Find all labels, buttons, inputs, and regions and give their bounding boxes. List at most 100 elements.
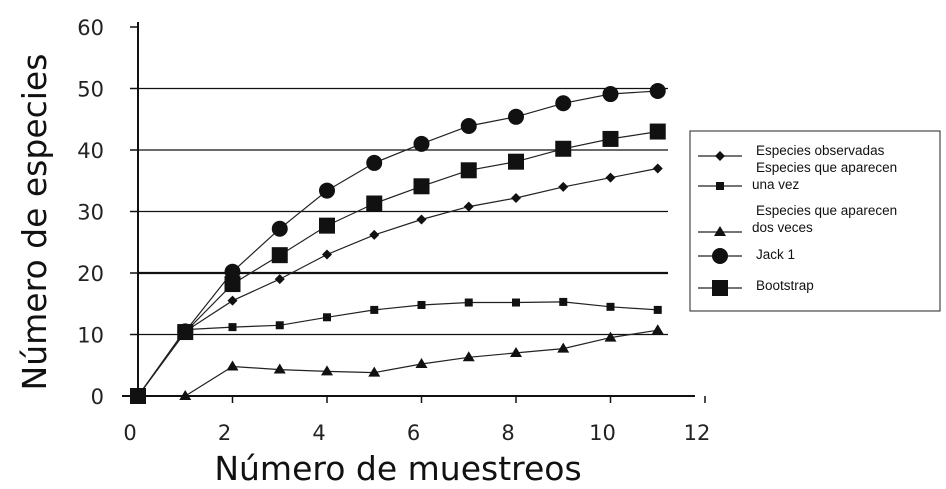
series-3 xyxy=(179,324,664,400)
data-point xyxy=(228,323,237,332)
series-line xyxy=(137,90,658,397)
legend-marker xyxy=(715,151,725,161)
data-point xyxy=(460,118,477,135)
data-point xyxy=(602,130,619,147)
data-point xyxy=(508,108,524,125)
data-point xyxy=(226,360,239,371)
legend-entry: Especies que aparecen una vez xyxy=(698,160,897,192)
data-point xyxy=(177,324,194,341)
data-point xyxy=(369,229,380,240)
data-point xyxy=(511,192,521,203)
data-point xyxy=(319,182,335,199)
data-point xyxy=(366,154,383,171)
data-point xyxy=(130,388,146,404)
series-layer xyxy=(130,82,666,404)
data-point xyxy=(323,313,331,322)
data-point xyxy=(368,366,381,377)
data-point xyxy=(604,331,617,342)
x-axis-title: Número de muestreos xyxy=(214,449,581,488)
series-4 xyxy=(130,82,666,404)
data-point xyxy=(602,86,619,103)
data-point xyxy=(605,172,616,183)
legend-marker xyxy=(712,248,728,264)
data-point xyxy=(512,298,520,307)
data-point xyxy=(462,351,475,362)
data-point xyxy=(271,247,288,264)
x-tick-label: 4 xyxy=(312,421,325,445)
y-tick-label: 10 xyxy=(77,324,104,348)
data-point xyxy=(508,153,524,170)
data-point xyxy=(275,321,284,330)
data-point xyxy=(224,276,241,293)
x-tick-label: 10 xyxy=(589,421,616,445)
data-point xyxy=(227,295,238,306)
legend-label: Especies que aparecen dos veces xyxy=(752,203,897,235)
data-point xyxy=(557,342,570,353)
data-point xyxy=(415,358,428,369)
series-line xyxy=(137,301,658,397)
gridlines xyxy=(138,87,668,336)
legend-label: Especies observadas xyxy=(756,143,885,158)
data-point xyxy=(322,249,332,260)
y-tick-label: 60 xyxy=(77,16,104,40)
data-point xyxy=(413,178,430,195)
series-line xyxy=(137,167,658,397)
y-tick-label: 30 xyxy=(77,201,104,225)
legend-label: Bootstrap xyxy=(756,278,814,293)
x-tick-label: 6 xyxy=(407,421,420,445)
y-tick-label: 20 xyxy=(77,262,104,286)
data-point xyxy=(319,217,335,234)
x-tick-label: 8 xyxy=(501,421,514,445)
legend-marker xyxy=(712,280,728,296)
data-point xyxy=(179,390,192,400)
legend-label: Jack 1 xyxy=(756,247,795,262)
legend-label: Especies que aparecen una vez xyxy=(752,160,897,192)
y-tick-label: 40 xyxy=(77,139,104,163)
data-point xyxy=(273,363,286,374)
y-tick-label: 50 xyxy=(77,78,104,102)
data-point xyxy=(366,195,383,212)
y-tick-label: 0 xyxy=(91,385,104,409)
data-point xyxy=(652,163,663,174)
legend-entry: Bootstrap xyxy=(698,278,814,296)
legend-box xyxy=(689,130,941,312)
y-axis-ticks: 0 10 20 30 40 50 60 xyxy=(77,16,138,409)
x-axis-ticks: 0 2 4 6 8 10 12 xyxy=(123,396,710,445)
data-point xyxy=(649,82,666,99)
legend: Especies observadas Especies que aparecen… xyxy=(689,130,941,312)
data-point xyxy=(463,201,474,212)
data-point xyxy=(651,324,664,335)
data-point xyxy=(321,365,333,376)
data-point xyxy=(224,263,241,280)
data-point xyxy=(413,135,430,152)
data-point xyxy=(555,95,572,112)
series-2 xyxy=(134,297,662,400)
legend-marker xyxy=(714,226,726,236)
data-point xyxy=(606,302,615,311)
data-point xyxy=(271,220,288,237)
legend-entry: Jack 1 xyxy=(698,247,795,264)
data-point xyxy=(555,140,572,157)
data-point xyxy=(649,123,666,140)
x-tick-label: 12 xyxy=(684,421,711,445)
series-1 xyxy=(133,163,663,401)
series-5 xyxy=(130,123,666,404)
x-tick-label: 2 xyxy=(218,421,231,445)
data-point xyxy=(464,298,473,307)
x-tick-label: 0 xyxy=(123,421,136,445)
data-point xyxy=(510,346,522,357)
data-point xyxy=(558,181,569,192)
legend-marker xyxy=(716,182,724,190)
data-point xyxy=(559,297,568,306)
series-line xyxy=(137,131,658,397)
axes xyxy=(122,22,695,397)
data-point xyxy=(416,214,427,225)
data-point xyxy=(653,305,662,314)
legend-entry: Especies que aparecen dos veces xyxy=(698,203,897,236)
legend-entry: Especies observadas xyxy=(698,143,885,161)
data-point xyxy=(460,162,477,179)
data-point xyxy=(417,300,426,309)
data-point xyxy=(274,274,285,285)
data-point xyxy=(370,305,379,314)
